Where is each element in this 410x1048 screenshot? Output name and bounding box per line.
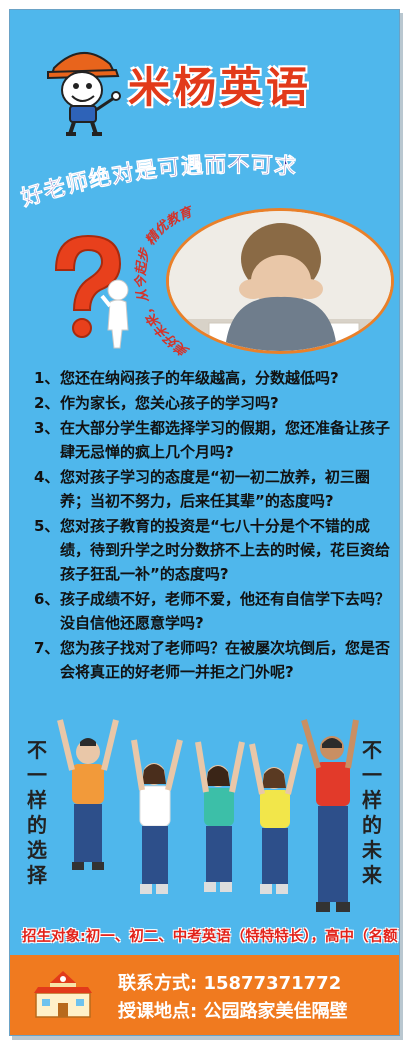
question-item: 3、 在大部分学生都选择学习的假期，您还准备让孩子肆无忌惮的疯上几个月吗? [34, 419, 391, 461]
jumping-students-image [57, 719, 359, 912]
question-mark-figure [54, 234, 129, 349]
slogan-banner: 好老师绝对是可遇而不可求 [17, 152, 297, 212]
question-item: 6、 孩子成绩不好，老师不爱，他还有自信学下去吗？没自信他还愿意学吗? [34, 590, 391, 632]
poster-banner: 米杨英语 好老师绝对是可遇而不可求 美好未来，从今起步 精优教育 [9, 9, 400, 1036]
contact-phone: 联系方式: 15877371772 [118, 973, 342, 994]
mascot-logo [47, 51, 121, 136]
question-item: 4、 您对孩子学习的态度是“初一初二放养，初三圈养；当初不努力，后来任其辈”的态度… [34, 468, 370, 510]
contact-address: 授课地点: 公园路家美佳隔壁 [118, 1001, 348, 1022]
contact-footer: 联系方式: 15877371772 授课地点: 公园路家美佳隔壁 [10, 955, 399, 1035]
question-item: 5、 您对孩子教育的投资是“七八十分是个不错的成绩，待到升学之时分数挤不上去的时候… [34, 517, 391, 583]
question-item: 7、 您为孩子找对了老师吗？在被屡次坑倒后，您是否会将真正的好老师一并拒之门外呢? [34, 639, 391, 681]
left-vertical-slogan: 不一样的选择 [27, 738, 47, 887]
student-photo [166, 208, 394, 354]
right-vertical-slogan: 不一样的未来 [362, 738, 382, 887]
recruit-info: 招生对象:初一、初二、中考英语（特特特长），高中（名额已满） [22, 929, 400, 945]
question-list: 1、 您还在纳闷孩子的年级越高，分数越低吗? 2、 作为家长，您关心孩子的学习吗? … [30, 366, 392, 685]
student-photo-image [169, 211, 391, 351]
brand-title: 米杨英语 [128, 63, 313, 112]
question-item: 2、 作为家长，您关心孩子的学习吗? [34, 394, 279, 412]
question-item: 1、 您还在纳闷孩子的年级越高，分数越低吗? [34, 369, 339, 387]
school-building-icon [34, 971, 92, 1018]
